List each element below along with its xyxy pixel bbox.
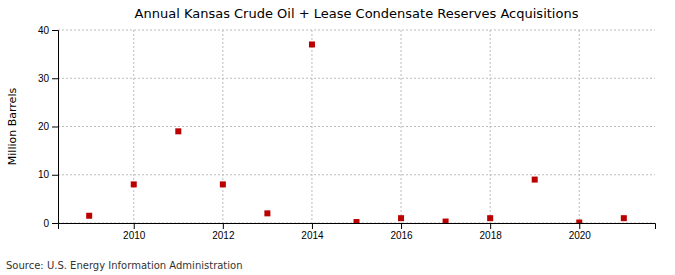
point: [264, 210, 270, 216]
point: [532, 177, 538, 183]
tick: 2010: [123, 223, 146, 241]
tick-mark: [579, 223, 580, 229]
points: [86, 41, 627, 223]
grid: [58, 30, 655, 223]
point: [220, 181, 226, 187]
tick: 2014: [301, 223, 324, 241]
point: [487, 215, 493, 221]
y-axis-label: Million Barrels: [6, 88, 19, 166]
tick: 20: [38, 121, 58, 132]
point: [86, 213, 92, 219]
tick: 2020: [569, 223, 592, 241]
x-axis: 2010 2012 2014 2016 2018 2020: [59, 223, 656, 241]
annotation: Source: U.S. Energy Information Administ…: [6, 260, 243, 271]
grid-line: [133, 30, 134, 223]
tick-label: 2014: [301, 230, 324, 241]
tick-label: 2012: [212, 230, 235, 241]
grid-line: [58, 30, 655, 31]
tick: 30: [38, 73, 58, 84]
grid-line: [58, 174, 655, 175]
tick-mark: [52, 78, 58, 79]
tick: 0: [43, 218, 58, 229]
tick-label: 20: [38, 121, 50, 132]
tick-mark: [312, 223, 313, 229]
tick-mark: [401, 223, 402, 229]
tick-mark: [490, 223, 491, 229]
point: [443, 219, 449, 223]
axis-line: [59, 224, 656, 230]
grid-line: [490, 30, 491, 223]
tick-mark: [134, 223, 135, 229]
tick: 2012: [212, 223, 235, 241]
point: [576, 220, 582, 223]
tick-label: 0: [43, 218, 49, 229]
grid-line: [222, 30, 223, 223]
grid-line: [311, 30, 312, 223]
tick-mark: [52, 223, 58, 224]
point: [309, 41, 315, 47]
plot-area: 2010 2012 2014 2016 2018 2020 0 10 20 30 40: [38, 25, 656, 241]
point: [175, 128, 181, 134]
grid-line: [579, 30, 580, 223]
tick-label: 2010: [123, 230, 146, 241]
title: Annual Kansas Crude Oil + Lease Condensa…: [135, 6, 579, 21]
tick-label: 2016: [390, 230, 413, 241]
tick-label: 10: [38, 169, 50, 180]
axis-line: [52, 31, 59, 224]
tick-mark: [223, 223, 224, 229]
grid-line: [401, 30, 402, 223]
tick-label: 40: [38, 25, 50, 36]
tick-mark: [52, 175, 58, 176]
tick-mark: [52, 30, 58, 31]
grid-line: [58, 126, 655, 127]
tick: 2018: [480, 223, 503, 241]
tick-mark: [52, 127, 58, 128]
point: [131, 181, 137, 187]
tick-label: 2018: [480, 230, 503, 241]
grid-line: [58, 78, 655, 79]
tick-label: 2020: [569, 230, 592, 241]
chart: 2010 2012 2014 2016 2018 2020 0 10 20 30 40 Annual …: [0, 0, 675, 275]
tick-label: 30: [38, 73, 50, 84]
point: [621, 215, 627, 221]
point: [398, 215, 404, 221]
tick: 40: [38, 25, 58, 36]
point: [354, 219, 360, 223]
tick: 10: [38, 169, 58, 180]
tick: 2016: [390, 223, 413, 241]
y-axis: 0 10 20 30 40: [38, 25, 59, 229]
